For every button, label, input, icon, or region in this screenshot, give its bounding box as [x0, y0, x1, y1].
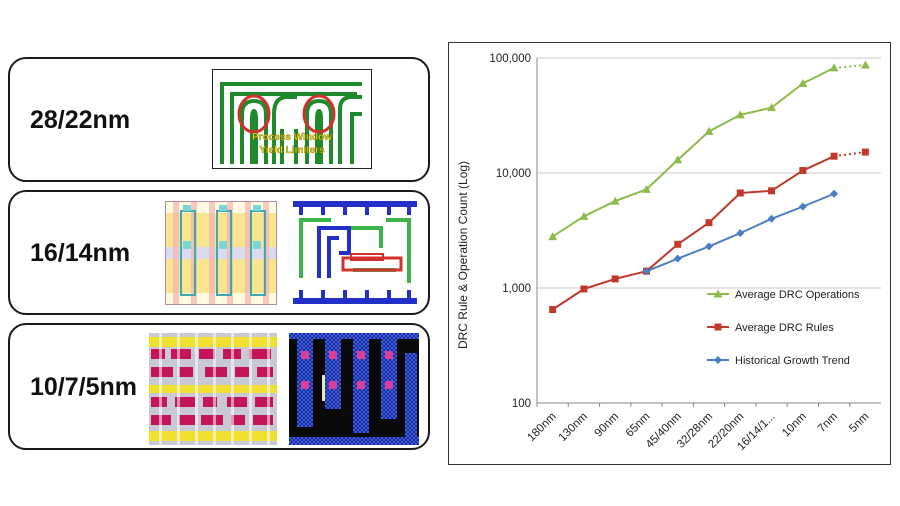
node-label: 28/22nm	[30, 106, 131, 134]
series-segment	[583, 277, 616, 290]
layout-16nm-cells-graphic	[165, 201, 277, 305]
data-point	[705, 219, 713, 227]
series-historical-growth-trend	[642, 189, 839, 276]
series-average-drc-operations	[548, 60, 870, 241]
layout-16nm-routing-graphic	[291, 198, 419, 308]
data-point	[549, 306, 557, 314]
series-segment	[802, 155, 835, 172]
series-segment	[552, 288, 585, 311]
legend: Average DRC Operations Average DRC Rules H…	[707, 289, 860, 367]
layout-thumbnail-10nm-metal	[289, 333, 419, 445]
data-point	[861, 148, 869, 156]
projected-segment	[833, 151, 866, 158]
node-panel-10-7-5nm: 10/7/5nm	[8, 323, 430, 450]
data-point	[611, 275, 619, 283]
y-tick-label: 1,000	[502, 283, 531, 295]
series-segment	[708, 192, 741, 224]
data-point	[736, 229, 745, 238]
x-tick-label: 180nm	[525, 411, 558, 444]
data-point	[704, 126, 714, 135]
annotation-process-window: Process Window	[252, 132, 332, 143]
node-label: 16/14nm	[30, 239, 131, 267]
legend-label: Average DRC Operations	[735, 289, 860, 301]
series-average-drc-rules	[549, 148, 869, 314]
data-point	[735, 110, 745, 119]
series-segment	[802, 192, 835, 208]
x-tick-label: 10nm	[780, 411, 809, 440]
x-tick-label: 90nm	[592, 411, 621, 440]
x-tick-label: 130nm	[557, 411, 590, 444]
layout-thumbnail-10nm-dense	[149, 333, 277, 445]
legend-label: Historical Growth Trend	[735, 355, 850, 367]
series-segment	[708, 232, 741, 248]
data-point	[610, 196, 620, 205]
data-point	[768, 187, 776, 195]
data-point	[674, 240, 682, 248]
data-point	[641, 184, 651, 193]
series-segment	[645, 243, 679, 272]
x-tick-label: 5nm	[847, 411, 871, 435]
node-panel-28-22nm: 28/22nm Process Window Yield Limiters	[8, 57, 430, 182]
y-tick-label: 100	[512, 398, 531, 410]
x-tick-label: 65nm	[624, 411, 653, 440]
series-segment	[771, 169, 804, 192]
node-label: 10/7/5nm	[30, 373, 138, 401]
data-point	[830, 152, 838, 160]
y-tick-label: 10,000	[496, 168, 531, 180]
data-point	[579, 211, 589, 220]
series-segment	[614, 188, 647, 203]
data-point	[767, 103, 777, 112]
series-segment	[771, 205, 804, 220]
node-panel-16-14nm: 16/14nm	[8, 190, 430, 315]
layout-thumbnail-16nm-routing	[291, 198, 419, 308]
series-segment	[739, 217, 772, 235]
annotation-yield-limiters: Yield Limiters	[259, 145, 325, 156]
series-segment	[646, 257, 679, 273]
data-point	[798, 202, 807, 211]
y-tick-label: 100,000	[489, 53, 531, 65]
series-segment	[614, 270, 647, 280]
data-point	[713, 289, 723, 298]
series-segment	[740, 189, 772, 194]
series-segment	[740, 106, 772, 116]
x-tick-label: 7nm	[816, 411, 840, 435]
data-point	[673, 254, 682, 263]
drc-growth-chart: 100 1,000 10,000 100,000 180nm 130nm 90nm 65nm 4…	[448, 42, 891, 465]
data-point	[580, 285, 588, 293]
series-segment	[770, 82, 804, 109]
data-point	[642, 267, 651, 276]
series-segment	[708, 114, 741, 133]
data-point	[714, 323, 722, 331]
gridlines	[537, 57, 881, 404]
data-point	[714, 356, 722, 364]
series-segment	[552, 215, 585, 238]
series	[548, 60, 870, 314]
layout-thumbnail-28nm: Process Window Yield Limiters	[212, 69, 372, 169]
data-point	[548, 232, 558, 241]
data-point	[860, 60, 870, 69]
series-segment	[677, 245, 710, 260]
data-point	[798, 79, 808, 88]
data-point	[799, 167, 807, 175]
layout-10nm-dense-graphic	[149, 333, 277, 445]
layout-10nm-metal-graphic	[289, 333, 419, 445]
data-point	[736, 189, 744, 197]
data-point	[705, 242, 713, 251]
layout-thumbnail-16nm-cells	[165, 201, 277, 305]
layout-28nm-graphic: Process Window Yield Limiters	[212, 69, 372, 169]
series-segment	[677, 221, 710, 246]
series-segment	[583, 200, 616, 218]
data-point	[829, 63, 839, 72]
projected-segment	[833, 63, 866, 69]
y-axis-label: DRC Rule & Operation Count (Log)	[456, 161, 470, 349]
series-segment	[802, 67, 835, 85]
series-segment	[645, 159, 679, 191]
data-point	[830, 189, 839, 198]
data-point	[673, 155, 683, 164]
series-segment	[677, 130, 710, 161]
data-point	[767, 214, 776, 223]
legend-label: Average DRC Rules	[735, 322, 834, 334]
